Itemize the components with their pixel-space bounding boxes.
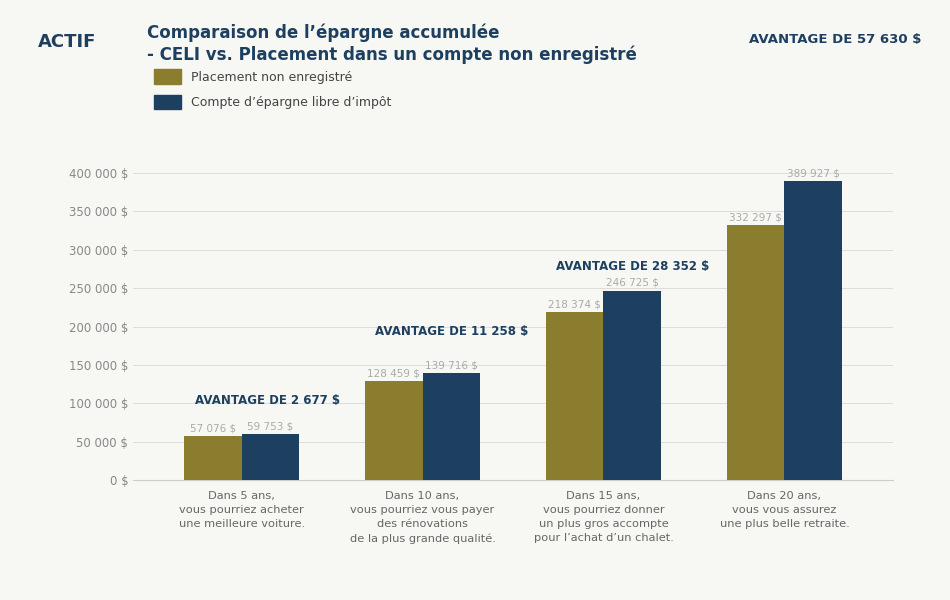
Text: 389 927 $: 389 927 $ [787,168,840,178]
Legend: Placement non enregistré, Compte d’épargne libre d’impôt: Placement non enregistré, Compte d’éparg… [154,69,391,109]
Text: AVANTAGE DE 28 352 $: AVANTAGE DE 28 352 $ [557,260,710,273]
Bar [241,434,299,480]
Text: 57 076 $: 57 076 $ [190,424,236,434]
Text: 128 459 $: 128 459 $ [367,369,420,379]
Text: 218 374 $: 218 374 $ [548,300,601,310]
Text: 246 725 $: 246 725 $ [606,278,659,288]
Bar [545,313,603,480]
Text: - CELI vs. Placement dans un compte non enregistré: - CELI vs. Placement dans un compte non … [147,45,637,64]
Text: AVANTAGE DE 11 258 $: AVANTAGE DE 11 258 $ [375,325,529,338]
Bar [365,382,423,480]
Text: AVANTAGE DE 2 677 $: AVANTAGE DE 2 677 $ [195,394,339,407]
Text: 332 297 $: 332 297 $ [729,212,782,222]
Text: AVANTAGE DE 57 630 $: AVANTAGE DE 57 630 $ [750,33,922,46]
Text: 59 753 $: 59 753 $ [247,421,294,431]
Text: ACTIF: ACTIF [38,33,96,51]
Text: Comparaison de l’épargne accumulée: Comparaison de l’épargne accumulée [147,24,500,43]
Text: 139 716 $: 139 716 $ [425,360,478,370]
Bar [785,181,843,480]
Bar [183,436,241,480]
Bar [423,373,481,480]
Bar [603,290,661,480]
Bar [727,225,785,480]
